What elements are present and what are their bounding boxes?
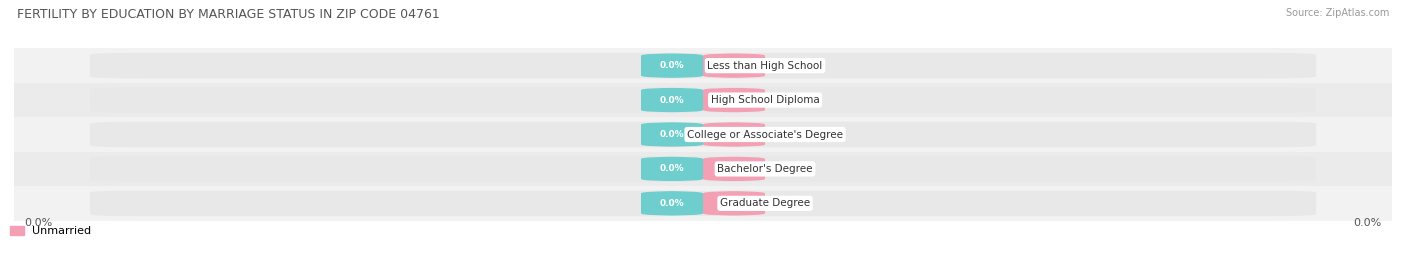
Text: Graduate Degree: Graduate Degree [720, 198, 810, 208]
FancyBboxPatch shape [703, 88, 765, 112]
Text: 0.0%: 0.0% [24, 218, 52, 228]
Text: 0.0%: 0.0% [721, 130, 747, 139]
Text: 0.0%: 0.0% [721, 95, 747, 105]
FancyBboxPatch shape [641, 157, 703, 181]
FancyBboxPatch shape [97, 122, 1309, 147]
Bar [14, 48, 1392, 83]
Bar [14, 117, 1392, 152]
Text: 0.0%: 0.0% [721, 164, 747, 174]
Text: 0.0%: 0.0% [721, 61, 747, 70]
FancyBboxPatch shape [90, 53, 710, 78]
FancyBboxPatch shape [97, 53, 1309, 78]
FancyBboxPatch shape [641, 191, 703, 216]
FancyBboxPatch shape [97, 191, 1309, 216]
Text: 0.0%: 0.0% [659, 164, 685, 174]
Text: 0.0%: 0.0% [659, 61, 685, 70]
Text: 0.0%: 0.0% [721, 199, 747, 208]
FancyBboxPatch shape [97, 88, 1309, 112]
Text: Bachelor's Degree: Bachelor's Degree [717, 164, 813, 174]
FancyBboxPatch shape [90, 122, 710, 147]
FancyBboxPatch shape [703, 157, 765, 181]
Text: Less than High School: Less than High School [707, 61, 823, 71]
Text: 0.0%: 0.0% [659, 130, 685, 139]
Text: Source: ZipAtlas.com: Source: ZipAtlas.com [1285, 8, 1389, 18]
FancyBboxPatch shape [696, 87, 1316, 113]
Text: 0.0%: 0.0% [1354, 218, 1382, 228]
FancyBboxPatch shape [90, 156, 710, 182]
Text: 0.0%: 0.0% [659, 199, 685, 208]
Text: College or Associate's Degree: College or Associate's Degree [688, 129, 844, 140]
FancyBboxPatch shape [703, 191, 765, 216]
Text: High School Diploma: High School Diploma [710, 95, 820, 105]
FancyBboxPatch shape [90, 87, 710, 113]
FancyBboxPatch shape [696, 122, 1316, 147]
Bar [14, 186, 1392, 221]
FancyBboxPatch shape [703, 53, 765, 78]
Legend: Married, Unmarried: Married, Unmarried [0, 221, 96, 241]
Bar [14, 152, 1392, 186]
FancyBboxPatch shape [641, 88, 703, 112]
Bar [14, 83, 1392, 117]
FancyBboxPatch shape [641, 122, 703, 147]
FancyBboxPatch shape [90, 191, 710, 216]
FancyBboxPatch shape [703, 122, 765, 147]
FancyBboxPatch shape [696, 53, 1316, 78]
Text: FERTILITY BY EDUCATION BY MARRIAGE STATUS IN ZIP CODE 04761: FERTILITY BY EDUCATION BY MARRIAGE STATU… [17, 8, 440, 21]
FancyBboxPatch shape [641, 53, 703, 78]
FancyBboxPatch shape [696, 156, 1316, 182]
Text: 0.0%: 0.0% [659, 95, 685, 105]
FancyBboxPatch shape [97, 157, 1309, 181]
FancyBboxPatch shape [696, 191, 1316, 216]
